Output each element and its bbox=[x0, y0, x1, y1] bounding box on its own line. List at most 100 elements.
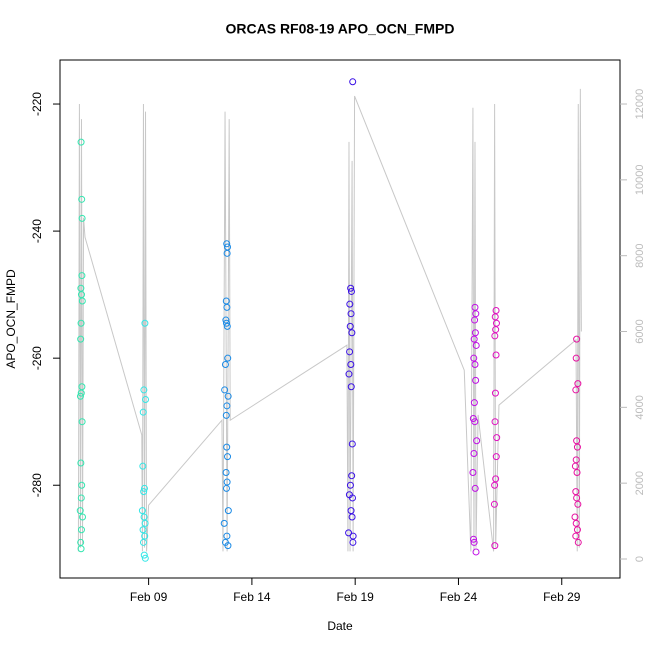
data-point bbox=[572, 519, 580, 527]
data-point bbox=[224, 453, 232, 461]
data-point bbox=[138, 507, 146, 515]
data-point bbox=[346, 348, 354, 356]
x-tick-label: Feb 09 bbox=[130, 590, 168, 604]
data-point bbox=[572, 532, 580, 540]
data-point bbox=[222, 316, 230, 324]
data-point bbox=[470, 535, 478, 543]
data-point bbox=[224, 542, 232, 550]
data-point bbox=[470, 449, 478, 457]
data-point bbox=[471, 316, 479, 324]
data-point bbox=[573, 526, 581, 534]
data-point bbox=[78, 418, 86, 426]
data-point bbox=[140, 488, 148, 496]
data-point bbox=[470, 354, 478, 362]
data-point bbox=[78, 297, 86, 305]
data-point bbox=[140, 551, 148, 559]
data-point bbox=[572, 386, 580, 394]
data-point bbox=[224, 392, 232, 400]
data-point bbox=[76, 507, 84, 515]
data-point bbox=[573, 443, 581, 451]
y-tick-label: -220 bbox=[30, 92, 44, 116]
data-point bbox=[142, 395, 150, 403]
data-point bbox=[472, 548, 480, 556]
data-point bbox=[349, 538, 357, 546]
data-point bbox=[470, 399, 478, 407]
data-point bbox=[490, 500, 498, 508]
data-point bbox=[573, 494, 581, 502]
data-point bbox=[223, 532, 231, 540]
data-point bbox=[574, 380, 582, 388]
x-tick-label: Feb 14 bbox=[233, 590, 271, 604]
data-point bbox=[141, 554, 149, 562]
data-point bbox=[572, 354, 580, 362]
data-point bbox=[492, 475, 500, 483]
y2-tick-label: 12000 bbox=[634, 89, 646, 120]
data-point bbox=[141, 319, 149, 327]
data-point bbox=[348, 472, 356, 480]
data-point bbox=[348, 494, 356, 502]
data-point bbox=[77, 494, 85, 502]
data-point bbox=[472, 310, 480, 318]
y-tick-label: -260 bbox=[30, 346, 44, 370]
data-point bbox=[141, 519, 149, 527]
data-point bbox=[491, 389, 499, 397]
data-point bbox=[140, 484, 148, 492]
data-point bbox=[571, 513, 579, 521]
data-point bbox=[573, 335, 581, 343]
data-point bbox=[346, 322, 354, 330]
data-point bbox=[471, 329, 479, 337]
data-point bbox=[222, 411, 230, 419]
data-point bbox=[78, 214, 86, 222]
data-point bbox=[349, 78, 357, 86]
data-point bbox=[574, 500, 582, 508]
y2-tick-label: 2000 bbox=[634, 471, 646, 495]
data-point bbox=[76, 392, 84, 400]
data-point bbox=[222, 484, 230, 492]
data-point bbox=[571, 462, 579, 470]
data-point bbox=[347, 383, 355, 391]
data-point bbox=[79, 513, 87, 521]
data-point bbox=[348, 440, 356, 448]
plot-frame bbox=[59, 59, 621, 579]
data-point bbox=[222, 469, 230, 477]
data-point bbox=[574, 538, 582, 546]
x-tick-label: Feb 24 bbox=[440, 590, 478, 604]
data-point bbox=[223, 240, 231, 248]
x-tick-label: Feb 19 bbox=[337, 590, 375, 604]
data-point bbox=[140, 513, 148, 521]
data-point bbox=[224, 507, 232, 515]
data-point bbox=[346, 300, 354, 308]
data-point bbox=[347, 361, 355, 369]
data-point bbox=[347, 284, 355, 292]
data-point bbox=[473, 437, 481, 445]
data-point bbox=[470, 538, 478, 546]
data-point bbox=[491, 481, 499, 489]
y2-tick-label: 10000 bbox=[634, 165, 646, 196]
data-point bbox=[224, 354, 232, 362]
data-point bbox=[347, 310, 355, 318]
data-point bbox=[141, 532, 149, 540]
y-tick-label: -280 bbox=[30, 473, 44, 497]
data-point bbox=[491, 332, 499, 340]
data-point bbox=[491, 418, 499, 426]
x-tick-label: Feb 29 bbox=[543, 590, 581, 604]
data-point bbox=[472, 376, 480, 384]
data-point bbox=[345, 529, 353, 537]
data-point bbox=[472, 341, 480, 349]
data-point bbox=[77, 459, 85, 467]
data-point bbox=[78, 195, 86, 203]
data-point bbox=[492, 351, 500, 359]
data-point bbox=[221, 386, 229, 394]
y2-tick-label: 4000 bbox=[634, 395, 646, 419]
data-point bbox=[77, 526, 85, 534]
data-point bbox=[469, 469, 477, 477]
data-point bbox=[77, 319, 85, 327]
data-point bbox=[139, 462, 147, 470]
data-point bbox=[345, 370, 353, 378]
data-point bbox=[77, 545, 85, 553]
data-point bbox=[573, 469, 581, 477]
data-point bbox=[471, 361, 479, 369]
data-point bbox=[493, 434, 501, 442]
data-point bbox=[78, 481, 86, 489]
